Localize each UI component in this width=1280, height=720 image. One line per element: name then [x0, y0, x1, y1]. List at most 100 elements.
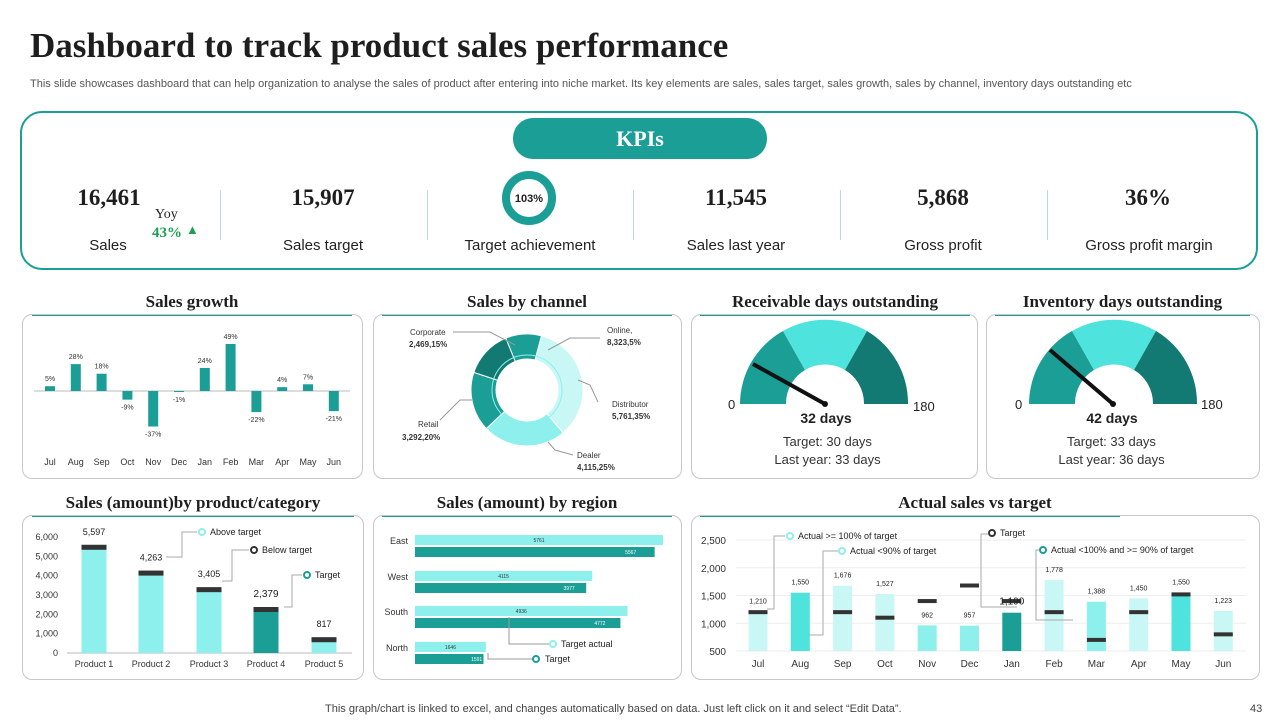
by-region-panel	[373, 515, 682, 680]
avt-tick-label: Mar	[1088, 659, 1106, 670]
legend-marker	[250, 546, 258, 554]
growth-tick-label: May	[299, 457, 317, 467]
product-y-tick: 5,000	[35, 551, 58, 561]
avt-bar	[1086, 601, 1106, 651]
inventory-title: Inventory days outstanding	[1022, 292, 1223, 311]
target-achievement-ring: 103%	[502, 171, 556, 225]
avt-tick-label: Sep	[834, 659, 852, 670]
receivable-max: 180	[913, 399, 935, 414]
legend-connector	[284, 574, 302, 608]
kpi-divider	[633, 190, 634, 240]
avt-bar	[1213, 610, 1233, 651]
region-target-label: 5567	[625, 550, 636, 556]
title-underline	[700, 314, 970, 316]
growth-bar	[70, 364, 81, 391]
legend-label: Target	[315, 570, 341, 580]
avt-target-marker	[1171, 592, 1191, 597]
growth-bar	[225, 343, 236, 391]
region-bar-target	[415, 583, 587, 593]
receivable-title: Receivable days outstanding	[732, 292, 938, 311]
avt-target-marker	[1044, 610, 1064, 615]
receivable-min: 0	[728, 397, 736, 412]
avt-target-marker	[875, 615, 895, 620]
channel-label-retail: Retail	[418, 420, 439, 429]
title-underline	[995, 314, 1250, 316]
kpi-sales-target-value: 15,907	[291, 185, 355, 210]
footer-note: This graph/chart is linked to excel, and…	[325, 703, 902, 715]
kpi-sales-value: 16,461	[77, 185, 141, 210]
product-y-tick: 3,000	[35, 590, 58, 600]
product-tick-label: Product 5	[305, 659, 344, 669]
growth-data-label: 24%	[198, 358, 212, 365]
legend-connector	[166, 531, 197, 558]
avt-target-marker	[1086, 637, 1106, 642]
channel-value-retail: 3,292,20%	[402, 433, 441, 442]
product-value-label: 3,405	[198, 569, 221, 579]
page-title: Dashboard to track product sales perform…	[30, 26, 729, 65]
by-product-panel	[22, 515, 364, 680]
avt-value-label: 1,190	[999, 597, 1024, 608]
region-bar-target	[415, 547, 655, 557]
growth-tick-label: Oct	[120, 457, 135, 467]
region-target-label: 3977	[564, 586, 575, 592]
inventory-value: 42 days	[1086, 410, 1138, 426]
inventory-target: Target: 33 days	[1067, 434, 1156, 449]
product-bar	[196, 587, 222, 653]
kpi-divider	[840, 190, 841, 240]
avt-target-marker	[833, 610, 853, 615]
avt-value-label: 1,676	[834, 573, 852, 580]
avt-tick-label: Aug	[791, 659, 809, 670]
channel-label-online: Online,	[607, 326, 633, 335]
avt-bar	[1129, 598, 1149, 651]
avt-tick-label: Oct	[877, 659, 893, 670]
sales-growth-title: Sales growth	[145, 292, 239, 311]
growth-data-label: 5%	[45, 376, 55, 383]
product-value-label: 5,597	[83, 527, 106, 537]
channel-value-distributor: 5,761,35%	[612, 412, 651, 421]
sales-by-channel-title: Sales by channel	[467, 292, 587, 311]
growth-data-label: 28%	[69, 354, 83, 361]
channel-label-corporate: Corporate	[410, 328, 446, 337]
growth-data-label: 7%	[303, 374, 313, 381]
avt-bar	[833, 585, 853, 651]
actual-vs-target-chart: 500 1,000 1,500 2,000 2,500 1,210 Jul 1,550 Aug 1…	[701, 528, 1246, 670]
page-number: 43	[1250, 703, 1263, 715]
growth-data-label: -9%	[121, 405, 133, 412]
inventory-max: 180	[1201, 397, 1223, 412]
region-bar-target	[415, 618, 621, 628]
legend-marker	[786, 532, 794, 540]
channel-slice	[534, 335, 584, 434]
kpi-sales-label: Sales	[89, 237, 127, 254]
region-bar-actual	[415, 571, 593, 581]
legend-marker	[1039, 546, 1047, 554]
avt-value-label: 1,550	[1172, 580, 1190, 587]
legend-connector	[767, 535, 785, 610]
growth-tick-label: Dec	[171, 457, 188, 467]
avt-tick-label: Jul	[752, 659, 765, 670]
receivable-value: 32 days	[800, 410, 852, 426]
avt-tick-label: Jan	[1004, 659, 1020, 670]
product-tick-label: Product 2	[132, 659, 171, 669]
legend-label: Actual >= 100% of target	[798, 531, 898, 541]
avt-value-label: 1,223	[1215, 598, 1233, 605]
channel-label-dealer: Dealer	[577, 451, 601, 460]
region-bar-actual	[415, 535, 663, 545]
avt-tick-label: Nov	[918, 659, 936, 670]
avt-y-tick: 2,000	[701, 564, 726, 575]
receivable-last-year: Last year: 33 days	[774, 452, 881, 467]
yoy-value: 43%	[152, 225, 182, 241]
legend-connector	[980, 533, 1017, 608]
sales-growth-panel	[22, 314, 363, 479]
avt-target-marker	[917, 599, 937, 604]
inventory-panel	[986, 314, 1260, 479]
growth-data-label: -37%	[145, 432, 161, 439]
avt-bar	[1044, 580, 1064, 651]
kpi-gross-profit-label: Gross profit	[904, 237, 982, 254]
growth-tick-label: Aug	[68, 457, 84, 467]
avt-value-label: 1,450	[1130, 585, 1148, 592]
region-target-label: 4772	[594, 621, 605, 627]
region-tick-label: South	[384, 607, 408, 617]
avt-bar	[748, 611, 768, 651]
region-actual-label: 4115	[498, 574, 509, 580]
product-target-marker	[81, 544, 107, 550]
